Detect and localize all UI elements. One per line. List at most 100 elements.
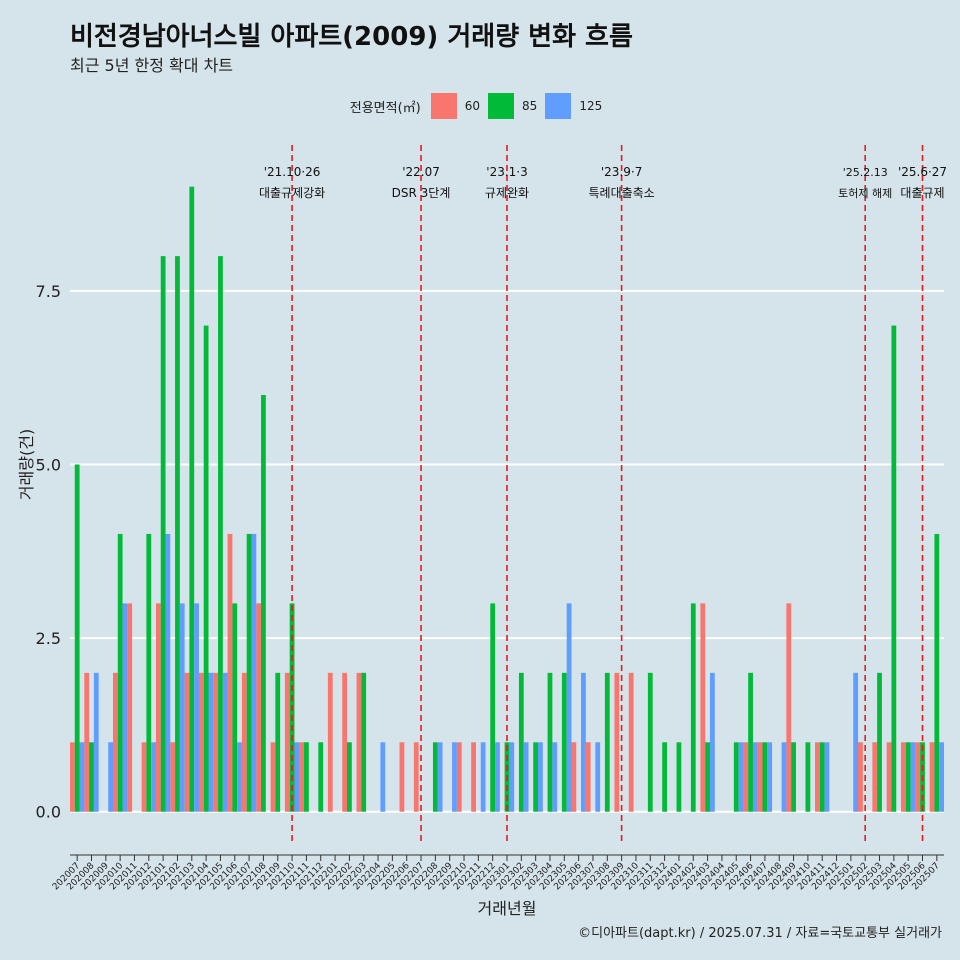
- bar: [690, 603, 696, 812]
- bar: [891, 325, 897, 812]
- bar: [356, 672, 362, 812]
- bar: [538, 742, 543, 812]
- bar: [294, 742, 300, 812]
- chart-subtitle: 최근 5년 한정 확대 차트: [70, 56, 234, 75]
- bar: [117, 533, 123, 812]
- bar: [705, 742, 710, 812]
- bar: [819, 742, 825, 812]
- bar: [748, 672, 753, 812]
- event-date-label: '23.1·3: [486, 165, 527, 179]
- y-tick-label: 5.0: [36, 455, 61, 474]
- bar: [165, 533, 171, 812]
- bar: [858, 742, 863, 812]
- bar: [79, 742, 85, 812]
- bar: [509, 742, 515, 812]
- bar: [304, 742, 309, 812]
- event-name-label: 대출규제강화: [259, 186, 325, 200]
- bar: [361, 672, 367, 812]
- bar: [495, 742, 500, 812]
- bar: [595, 742, 601, 812]
- event-name-label: DSR 3단계: [392, 186, 451, 200]
- bar: [523, 742, 529, 812]
- bar: [585, 742, 591, 812]
- bar: [437, 742, 443, 812]
- bar: [246, 533, 252, 812]
- bar: [786, 603, 792, 812]
- bar: [70, 742, 75, 812]
- bar: [452, 742, 457, 812]
- bar: [194, 603, 199, 812]
- x-axis-title: 거래년월: [478, 899, 537, 918]
- bar: [456, 742, 462, 812]
- bar: [222, 672, 228, 812]
- bar: [614, 672, 620, 812]
- bar: [853, 672, 859, 812]
- bar: [929, 742, 935, 812]
- bar: [910, 742, 916, 812]
- bar: [571, 742, 577, 812]
- bar: [342, 672, 348, 812]
- bar: [179, 603, 185, 812]
- bar: [791, 742, 796, 812]
- bar: [662, 742, 667, 812]
- bar: [905, 742, 911, 812]
- bar: [175, 256, 180, 812]
- event-name-label: 특례대출축소: [588, 186, 654, 200]
- legend-swatch-85: [488, 93, 515, 119]
- bar: [284, 672, 290, 812]
- event-date-label: '23.9·7: [601, 165, 642, 179]
- bar: [915, 742, 921, 812]
- bar: [141, 742, 147, 812]
- bar: [74, 464, 80, 812]
- bar: [208, 672, 214, 812]
- bar: [122, 603, 128, 812]
- event-name-label: 토허제 해제: [838, 186, 892, 200]
- bar: [237, 742, 242, 812]
- bar: [256, 603, 262, 812]
- bar: [241, 672, 247, 812]
- bar: [151, 742, 156, 812]
- legend-item-125: 125: [545, 93, 602, 119]
- legend-swatch-60: [430, 93, 457, 119]
- bar: [877, 672, 882, 812]
- legend: 전용면적(㎡) 60 85 125: [0, 93, 960, 119]
- legend-label-85: 85: [522, 99, 538, 113]
- bar: [413, 742, 419, 812]
- bar: [805, 742, 811, 812]
- bar: [155, 603, 161, 812]
- event-date-label: '25.2.13: [843, 166, 888, 179]
- chart-title: 비전경남아너스빌 아파트(2009) 거래량 변화 흐름: [70, 22, 633, 52]
- bar: [733, 742, 739, 812]
- bar: [762, 742, 768, 812]
- event-date-label: '21.10·26: [264, 165, 321, 179]
- bar: [318, 742, 324, 812]
- bar: [112, 672, 118, 812]
- event-name-label: 규제완화: [485, 186, 529, 200]
- bar: [815, 742, 820, 812]
- bar: [709, 672, 715, 812]
- bar: [327, 672, 333, 812]
- bar: [93, 672, 99, 812]
- bar: [480, 742, 486, 812]
- bar: [824, 742, 830, 812]
- event-date-label: '25.6·27: [898, 165, 947, 179]
- bar: [232, 603, 238, 812]
- bar: [743, 742, 749, 812]
- bar: [628, 672, 634, 812]
- legend-title: 전용면적(㎡): [349, 100, 421, 116]
- bar: [227, 533, 233, 812]
- bar: [471, 742, 476, 812]
- bar: [184, 672, 190, 812]
- bar: [218, 256, 223, 812]
- bar: [939, 742, 944, 812]
- bar: [213, 672, 219, 812]
- bar: [934, 533, 940, 812]
- y-axis-title: 거래량(건): [17, 429, 36, 500]
- bar: [251, 533, 257, 812]
- bar: [108, 742, 113, 812]
- bar: [261, 395, 266, 812]
- y-tick-label: 2.5: [36, 629, 61, 648]
- bar: [198, 672, 204, 812]
- bar: [170, 742, 176, 812]
